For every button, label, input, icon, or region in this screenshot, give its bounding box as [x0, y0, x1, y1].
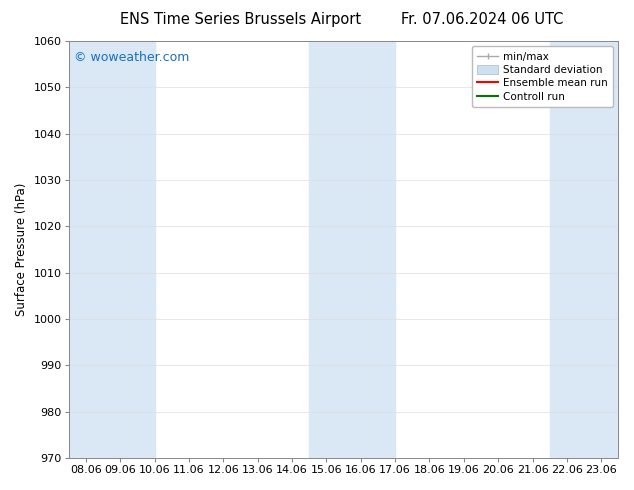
Bar [309, 41, 395, 458]
Y-axis label: Surface Pressure (hPa): Surface Pressure (hPa) [15, 183, 28, 316]
Text: Fr. 07.06.2024 06 UTC: Fr. 07.06.2024 06 UTC [401, 12, 563, 27]
Bar [550, 41, 619, 458]
Legend: min/max, Standard deviation, Ensemble mean run, Controll run: min/max, Standard deviation, Ensemble me… [472, 46, 613, 107]
Text: ENS Time Series Brussels Airport: ENS Time Series Brussels Airport [120, 12, 361, 27]
Text: © woweather.com: © woweather.com [74, 51, 190, 65]
Bar [68, 41, 155, 458]
